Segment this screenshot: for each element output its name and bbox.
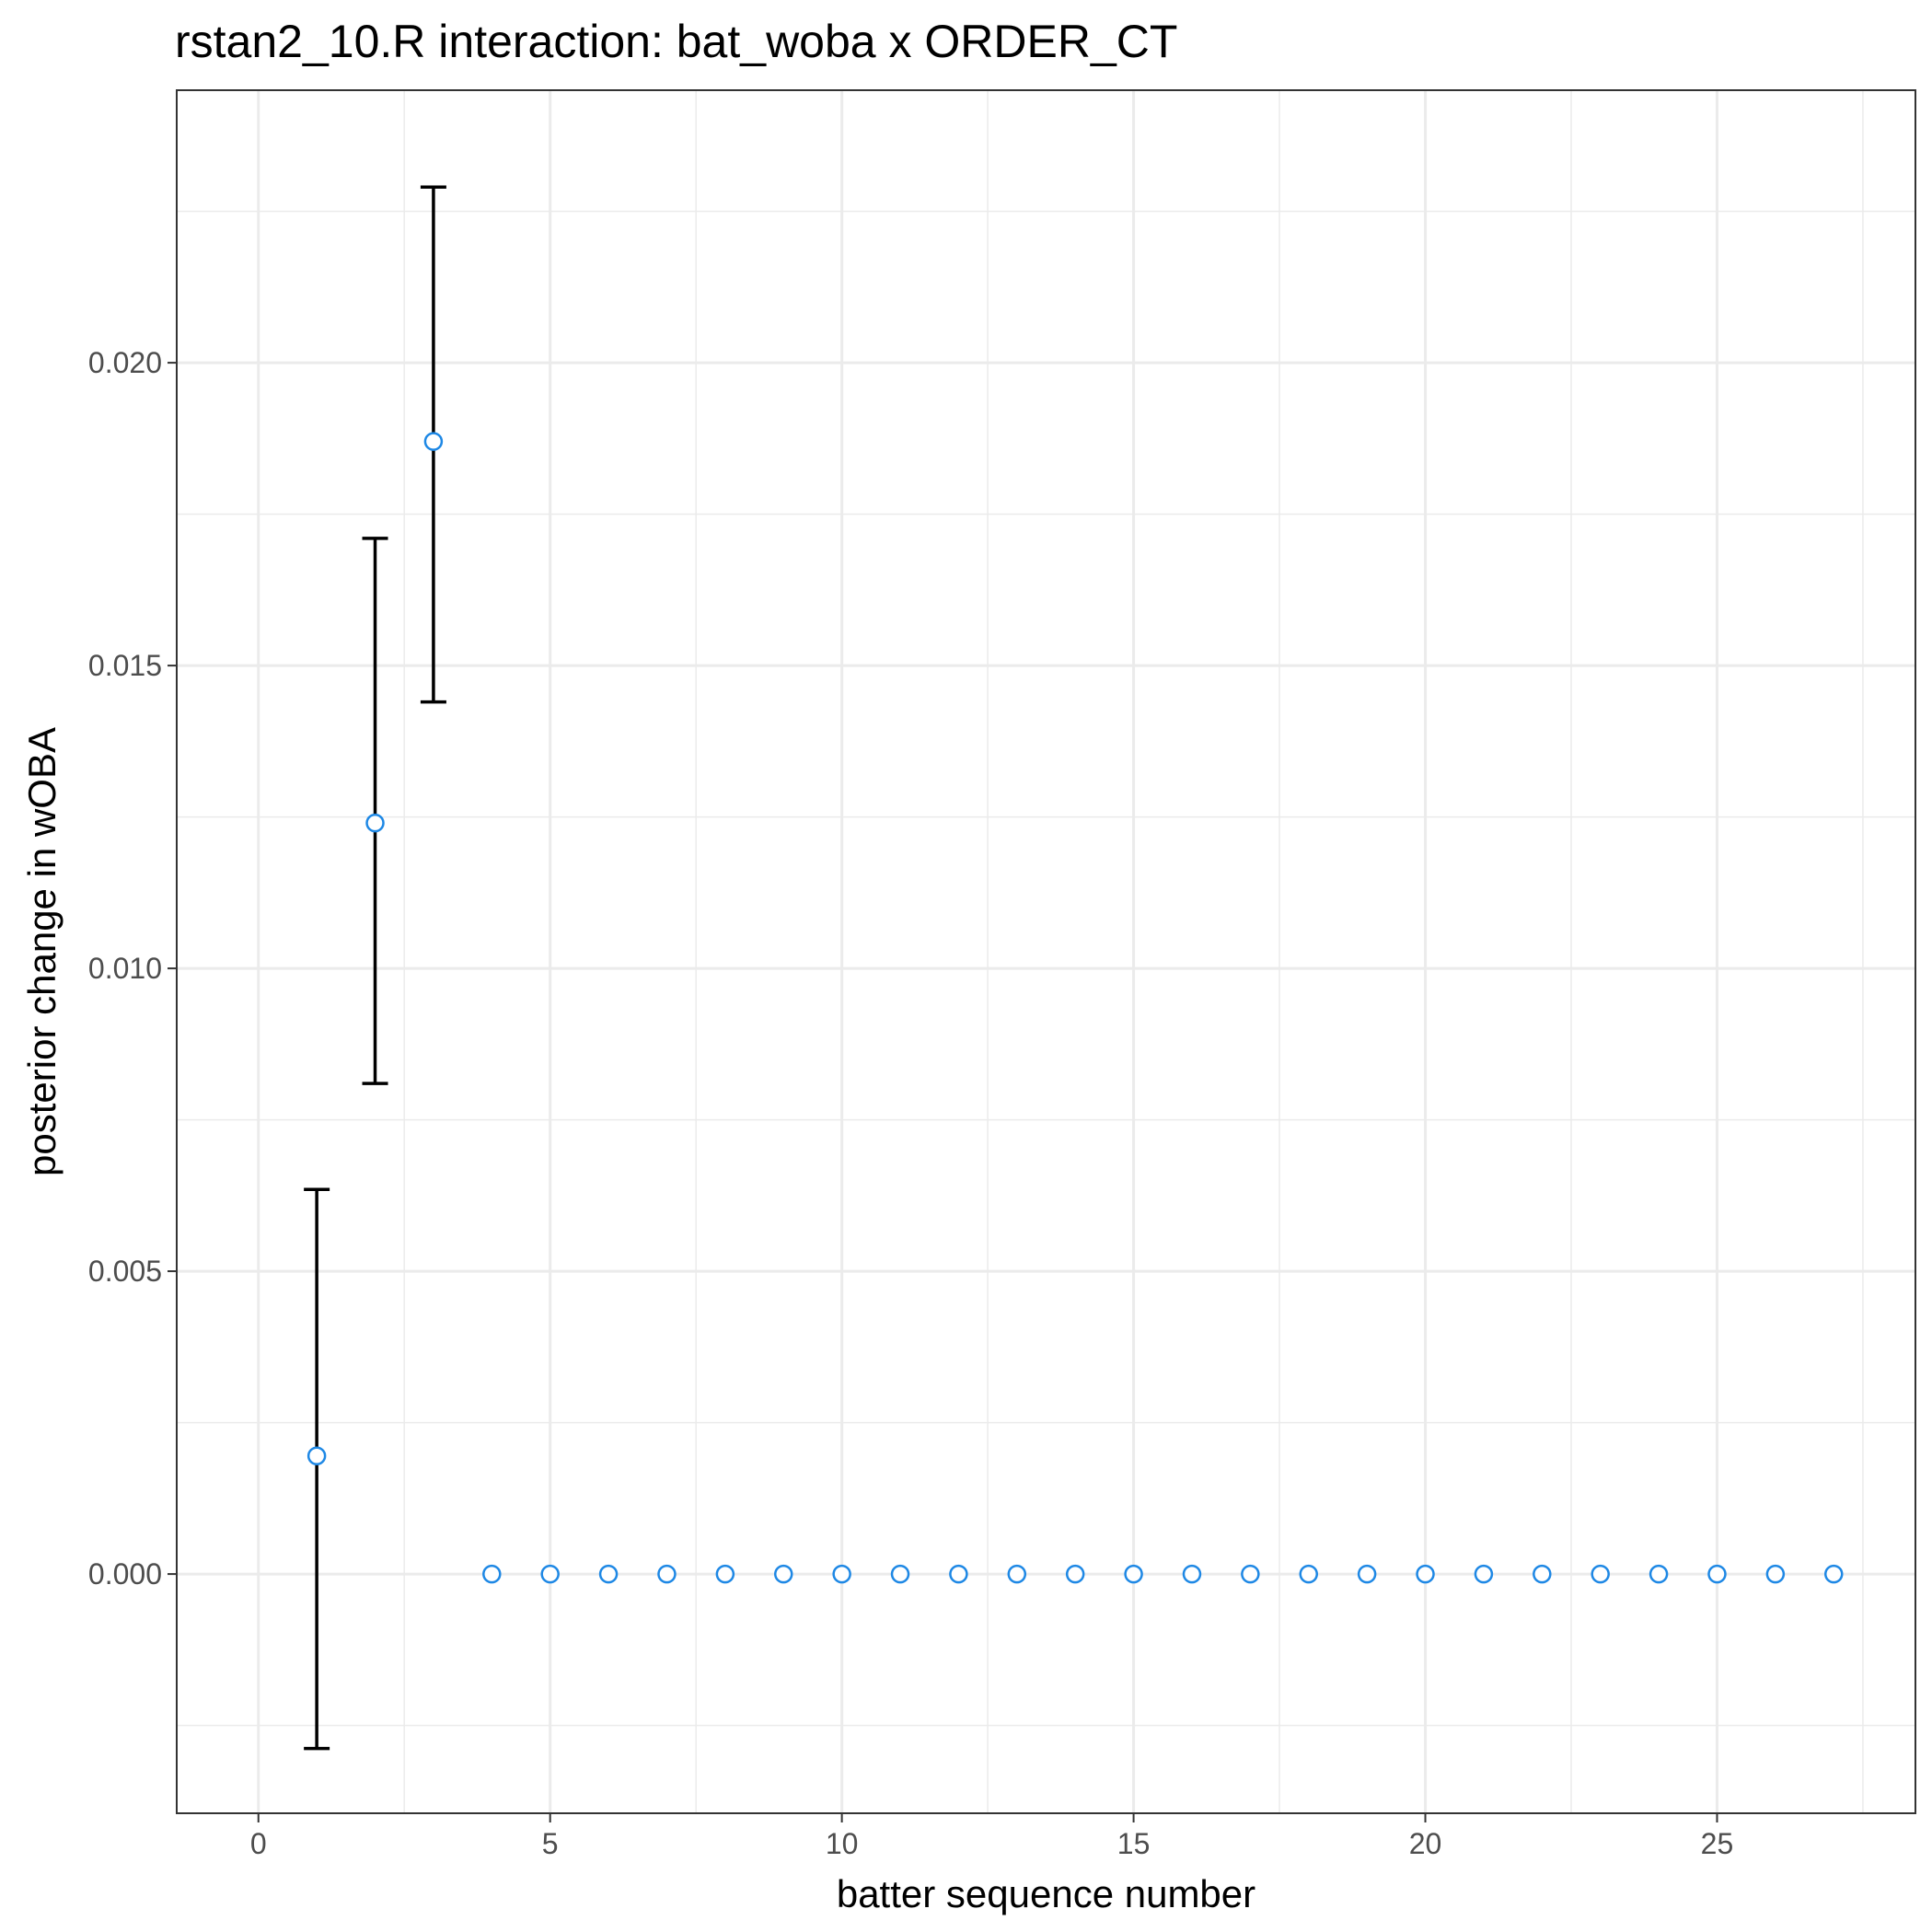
x-tick-label: 15 <box>1117 1827 1151 1860</box>
data-point <box>1357 1564 1377 1584</box>
data-point <box>1649 1564 1669 1584</box>
chart-title: rstan2_10.R interaction: bat_woba x ORDE… <box>175 16 1177 67</box>
y-tick-label: 0.005 <box>88 1255 162 1288</box>
data-point <box>1124 1564 1143 1584</box>
plot-panel-border <box>176 89 1916 1814</box>
x-tick-label: 25 <box>1701 1827 1734 1860</box>
data-point <box>657 1564 677 1584</box>
y-axis: 0.000 0.005 0.010 0.015 0.020 <box>88 346 177 1591</box>
y-tick-label: 0.000 <box>88 1557 162 1591</box>
data-point <box>423 432 444 451</box>
y-tick-label: 0.010 <box>88 952 162 985</box>
x-tick-label: 0 <box>250 1827 267 1860</box>
error-bar <box>362 537 388 1085</box>
data-point <box>1533 1564 1552 1584</box>
data-point <box>1591 1564 1610 1584</box>
data-point <box>540 1564 560 1584</box>
grid <box>177 90 1915 1813</box>
error-bar <box>304 1187 330 1751</box>
data-points <box>307 432 1844 1584</box>
data-point <box>1416 1564 1435 1584</box>
data-point <box>1707 1564 1727 1584</box>
data-point <box>832 1564 851 1584</box>
data-point <box>949 1564 968 1584</box>
x-axis-title: batter sequence number <box>837 1872 1255 1915</box>
y-axis-title: posterior change in wOBA <box>20 727 64 1176</box>
data-point <box>1765 1564 1786 1584</box>
data-point <box>365 813 385 833</box>
data-point <box>1007 1564 1027 1584</box>
data-point <box>482 1564 502 1584</box>
data-point <box>1241 1564 1260 1584</box>
data-point <box>1299 1564 1319 1584</box>
data-point <box>307 1446 327 1466</box>
x-axis: 0 5 10 15 20 25 <box>250 1813 1733 1860</box>
data-point <box>1065 1564 1085 1584</box>
data-point <box>1474 1564 1494 1584</box>
y-tick-label: 0.020 <box>88 346 162 379</box>
data-point <box>1824 1564 1844 1584</box>
x-tick-label: 20 <box>1409 1827 1442 1860</box>
data-point <box>715 1564 735 1584</box>
y-tick-label: 0.015 <box>88 649 162 682</box>
data-point <box>598 1564 619 1584</box>
data-point <box>890 1564 910 1584</box>
x-tick-label: 5 <box>542 1827 559 1860</box>
data-point <box>1182 1564 1202 1584</box>
x-tick-label: 10 <box>826 1827 859 1860</box>
data-point <box>773 1564 793 1584</box>
